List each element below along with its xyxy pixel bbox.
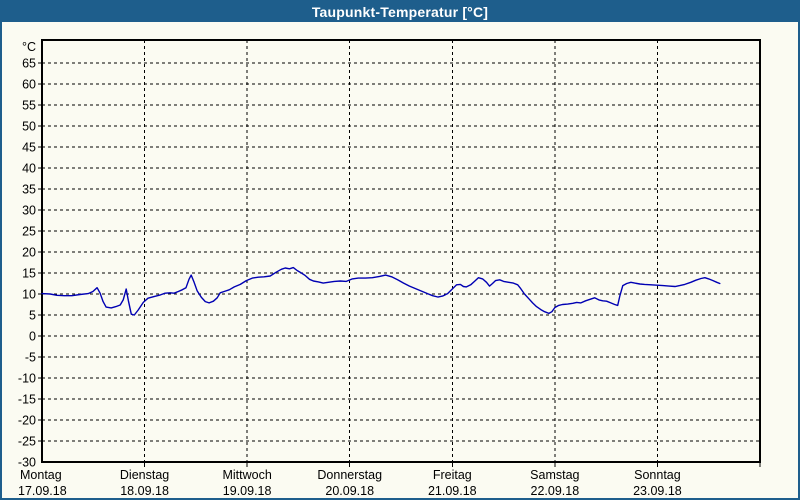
- y-tick-label: 25: [22, 225, 36, 239]
- y-tick-label: -30: [18, 456, 36, 470]
- x-day-name: Samstag: [530, 468, 579, 482]
- y-tick-label: -5: [25, 351, 36, 365]
- y-tick-label: 5: [29, 309, 36, 323]
- plot-border: [41, 39, 761, 463]
- title-bar: Taupunkt-Temperatur [°C]: [2, 2, 798, 22]
- x-day-date: 21.09.18: [428, 484, 477, 498]
- y-tick-label: -25: [18, 435, 36, 449]
- y-tick-label: 55: [22, 99, 36, 113]
- y-tick-label: -20: [18, 414, 36, 428]
- y-tick-label: 15: [22, 267, 36, 281]
- x-day-name: Mittwoch: [222, 468, 271, 482]
- x-day-date: 17.09.18: [18, 484, 67, 498]
- y-tick-label: 20: [22, 246, 36, 260]
- y-tick-label: 35: [22, 183, 36, 197]
- y-tick-label: 45: [22, 141, 36, 155]
- window-title: Taupunkt-Temperatur [°C]: [311, 4, 489, 20]
- dewpoint-line: [41, 266, 721, 316]
- x-day-date: 18.09.18: [120, 484, 169, 498]
- x-day-name: Dienstag: [120, 468, 169, 482]
- chart-area: 65 60 55 50 45 40 35 30 25 20 15 10 5 0 -5 -10 -15 -20 -25…: [2, 22, 798, 498]
- y-tick-label: -15: [18, 393, 36, 407]
- x-day-date: 20.09.18: [325, 484, 374, 498]
- y-tick-label: 60: [22, 78, 36, 92]
- y-tick-label: 0: [29, 330, 36, 344]
- y-tick-label: 30: [22, 204, 36, 218]
- x-day-date: 22.09.18: [531, 484, 580, 498]
- x-day-name: Sonntag: [634, 468, 681, 482]
- y-tick-label: -10: [18, 372, 36, 386]
- x-day-date: 19.09.18: [223, 484, 272, 498]
- x-day-name: Montag: [20, 468, 62, 482]
- x-day-name: Donnerstag: [317, 468, 382, 482]
- x-day-name: Freitag: [433, 468, 472, 482]
- x-day-date: 23.09.18: [633, 484, 682, 498]
- y-axis-unit: °C: [22, 40, 36, 54]
- y-tick-label: 10: [22, 288, 36, 302]
- y-tick-label: 50: [22, 120, 36, 134]
- chart-canvas: 65605550454035302520151050-5-10-15-20-25…: [18, 39, 761, 498]
- y-tick-label: 40: [22, 162, 36, 176]
- y-tick-label: 65: [22, 57, 36, 71]
